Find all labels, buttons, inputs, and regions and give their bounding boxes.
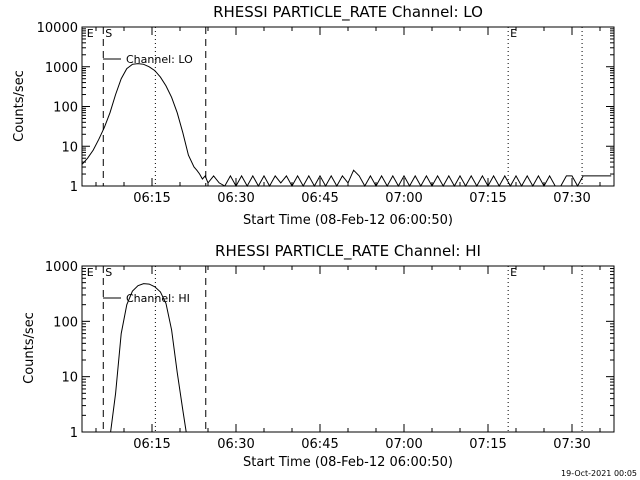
chart-title-lo: RHESSI PARTICLE_RATE Channel: LO <box>213 3 483 22</box>
marker-label-lo: E <box>510 27 517 40</box>
marker-label-hi: E <box>510 266 517 279</box>
curves-lo <box>81 63 612 188</box>
curves-hi <box>110 283 187 433</box>
y-axis-label-hi: Counts/sec <box>22 312 37 384</box>
marker-label-hi: S <box>105 266 112 279</box>
y-tick-label-lo: 100 <box>53 101 78 116</box>
x-tick-label-hi: 06:45 <box>301 437 338 452</box>
x-tick-label-hi: 07:15 <box>469 437 506 452</box>
panel-hi: RHESSI PARTICLE_RATE Channel: HI 06:15 06… <box>22 242 615 470</box>
timestamp: 19-Oct-2021 00:05 <box>561 469 637 478</box>
x-tick-label-hi: 06:15 <box>133 437 170 452</box>
x-axis-label-hi: Start Time (08-Feb-12 06:00:50) <box>243 455 453 470</box>
x-tick-label-hi: 07:30 <box>553 437 590 452</box>
y-tick-label-hi: 1000 <box>45 260 78 275</box>
plot-area-hi <box>81 265 615 433</box>
y-ticks-hi: 1 10 100 1000 <box>45 260 614 441</box>
legend-label-lo: Channel: LO <box>126 53 193 66</box>
marker-label-lo: S <box>105 27 112 40</box>
plot-area-lo <box>81 26 615 187</box>
y-tick-label-lo: 1000 <box>45 61 78 76</box>
series-line-hi <box>110 283 187 433</box>
x-tick-label-lo: 06:45 <box>301 191 338 206</box>
legend-label-hi: Channel: HI <box>126 292 190 305</box>
x-tick-label-lo: 06:30 <box>217 191 254 206</box>
x-axis-label-lo: Start Time (08-Feb-12 06:00:50) <box>243 213 453 228</box>
x-tick-label-lo: 06:15 <box>133 191 170 206</box>
y-tick-label-lo: 1 <box>70 180 78 195</box>
y-axis-label-lo: Counts/sec <box>12 70 27 142</box>
x-tick-label-hi: 06:30 <box>217 437 254 452</box>
y-tick-label-lo: 10000 <box>37 21 78 36</box>
x-tick-label-lo: 07:00 <box>385 191 422 206</box>
marker-label-hi: E <box>87 266 94 279</box>
x-ticks-hi: 06:15 06:30 06:45 07:00 07:15 07:30 <box>95 266 601 452</box>
legend-lo: Channel: LO <box>103 53 193 66</box>
legend-hi: Channel: HI <box>103 292 190 305</box>
y-tick-label-hi: 10 <box>61 371 78 386</box>
y-tick-label-hi: 100 <box>53 315 78 330</box>
chart-title-hi: RHESSI PARTICLE_RATE Channel: HI <box>215 242 481 261</box>
x-tick-label-lo: 07:15 <box>469 191 506 206</box>
x-tick-label-lo: 07:30 <box>553 191 590 206</box>
panel-lo: RHESSI PARTICLE_RATE Channel: LO 06:15 06… <box>12 3 615 228</box>
series-line-lo <box>81 63 612 188</box>
x-ticks-lo: 06:15 06:30 06:45 07:00 07:15 07:30 <box>95 27 601 206</box>
y-tick-label-lo: 10 <box>61 140 78 155</box>
x-tick-label-hi: 07:00 <box>385 437 422 452</box>
y-ticks-lo: 1 10 100 1000 10000 <box>37 21 614 195</box>
y-tick-label-hi: 1 <box>70 426 78 441</box>
marker-label-lo: E <box>87 27 94 40</box>
